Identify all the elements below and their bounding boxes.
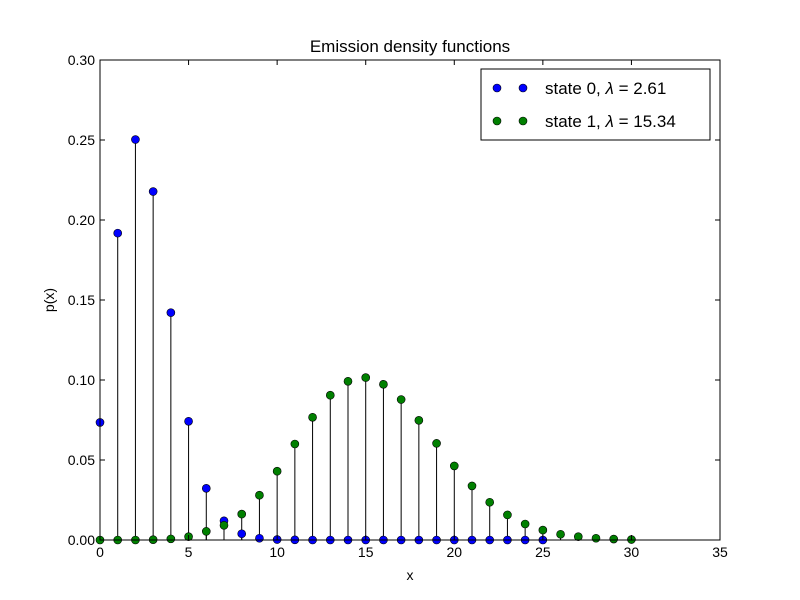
point-series-1-x-15: [361, 373, 371, 382]
point-series-1-x-29: [609, 534, 619, 544]
legend-marker-0: [518, 83, 528, 93]
legend-marker-1: [492, 116, 502, 126]
stems-layer: [99, 139, 632, 540]
point-series-1-x-28: [591, 533, 601, 543]
point-series-1-x-23: [503, 510, 512, 520]
point-series-1-x-12: [308, 412, 317, 422]
point-series-0-x-9: [255, 533, 264, 543]
point-series-0-x-1: [113, 228, 123, 238]
point-series-0-x-5: [184, 416, 193, 426]
legend-items: state 0, λ = 2.61 state 1, λ = 15.34: [492, 79, 676, 131]
point-series-0-x-8: [237, 529, 247, 539]
point-series-1-x-27: [573, 532, 583, 541]
y-tick-label: 0.05: [68, 452, 95, 468]
point-series-1-x-7: [219, 520, 229, 530]
x-tick-label: 15: [358, 544, 374, 560]
y-axis-ticks: 0.00 0.05 0.10 0.15 0.20 0.25 0.30: [68, 52, 720, 548]
y-axis-label: p(x): [41, 288, 57, 312]
y-tick-label: 0.10: [68, 372, 95, 388]
legend-box: [480, 68, 711, 141]
x-tick-label: 0: [96, 544, 104, 560]
point-series-1-x-18: [414, 416, 424, 425]
point-series-1-x-10: [272, 466, 282, 476]
chart-title: Emission density functions: [310, 37, 510, 56]
y-tick-label: 0.00: [68, 532, 95, 548]
point-series-1-x-26: [556, 529, 565, 539]
legend-marker-1: [518, 116, 528, 126]
point-series-1-x-11: [290, 439, 300, 449]
legend-label-1: state 1, λ = 15.34: [545, 112, 676, 131]
y-tick-label: 0.15: [68, 292, 95, 308]
y-tick-label: 0.25: [68, 132, 95, 148]
x-tick-label: 25: [535, 544, 551, 560]
x-tick-label: 10: [269, 544, 285, 560]
point-series-1-x-25: [538, 525, 548, 535]
x-tick-label: 5: [185, 544, 193, 560]
x-axis-label: x: [407, 567, 414, 583]
x-tick-label: 20: [446, 544, 462, 560]
x-tick-label: 35: [712, 544, 728, 560]
point-series-0-x-3: [148, 187, 158, 196]
point-series-1-x-22: [485, 497, 495, 507]
y-tick-label: 0.30: [68, 52, 95, 68]
point-series-1-x-17: [396, 395, 406, 404]
point-series-1-x-21: [467, 481, 477, 491]
y-tick-label: 0.20: [68, 212, 95, 228]
point-series-1-x-6: [201, 527, 211, 536]
point-series-1-x-19: [432, 439, 441, 448]
legend: state 0, λ = 2.61 state 1, λ = 15.34: [480, 68, 711, 141]
legend-label-0: state 0, λ = 2.61: [545, 79, 666, 98]
point-series-1-x-8: [237, 509, 247, 519]
x-tick-label: 30: [624, 544, 640, 560]
x-axis-ticks: 0 5 10 15 20 25 30 35: [96, 60, 728, 560]
legend-marker-0: [492, 83, 502, 93]
point-series-0-x-6: [201, 484, 211, 493]
point-series-1-x-20: [449, 461, 459, 471]
point-series-1-x-13: [325, 390, 335, 400]
point-series-0-x-2: [131, 135, 140, 144]
point-series-1-x-14: [343, 376, 353, 386]
point-series-1-x-16: [379, 380, 388, 389]
point-series-1-x-24: [520, 519, 530, 529]
point-series-1-x-9: [255, 490, 264, 500]
point-series-0-x-4: [166, 308, 176, 317]
point-series-1-x-4: [166, 534, 176, 544]
